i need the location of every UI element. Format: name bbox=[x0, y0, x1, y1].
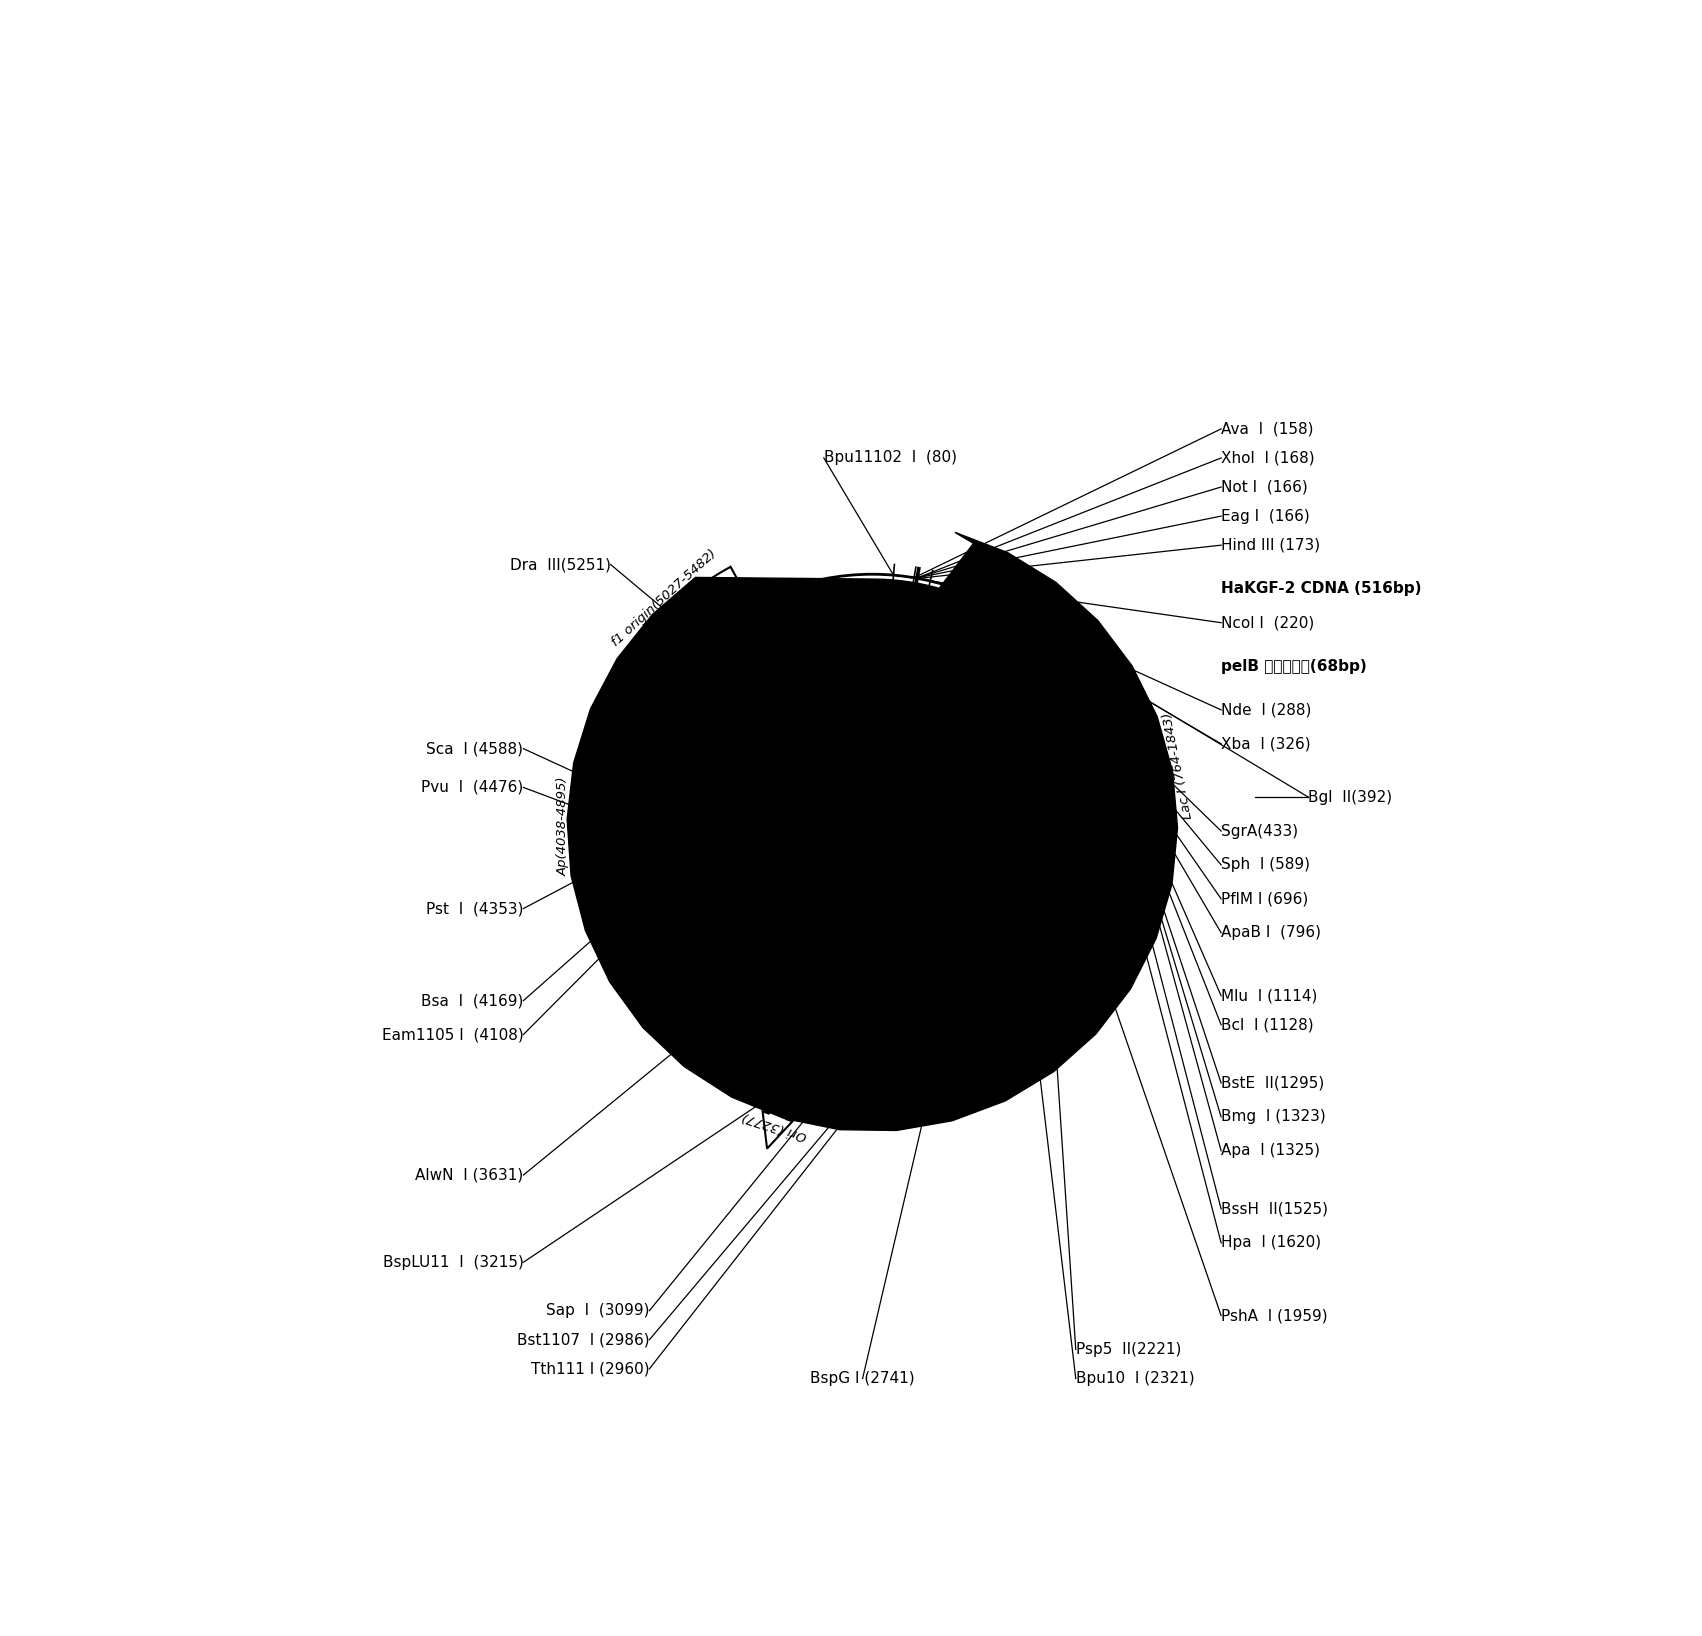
Text: Bgl  II(392): Bgl II(392) bbox=[1309, 790, 1392, 805]
Polygon shape bbox=[577, 697, 635, 955]
Text: AlwN  I (3631): AlwN I (3631) bbox=[415, 1168, 524, 1183]
Text: BstE  II(1295): BstE II(1295) bbox=[1220, 1075, 1324, 1091]
Text: Hpa  I (1620): Hpa I (1620) bbox=[1220, 1235, 1321, 1250]
Text: Sap  I  (3099): Sap I (3099) bbox=[546, 1304, 650, 1319]
Text: Tth111 I (2960): Tth111 I (2960) bbox=[531, 1361, 650, 1376]
Text: Eam1105 I  (4108): Eam1105 I (4108) bbox=[381, 1027, 524, 1042]
Text: Not I  (166): Not I (166) bbox=[1220, 479, 1307, 494]
Text: Ap(4038-4895): Ap(4038-4895) bbox=[557, 777, 570, 877]
Polygon shape bbox=[762, 1067, 802, 1148]
Text: Bmg  I (1323): Bmg I (1323) bbox=[1220, 1109, 1326, 1124]
Text: Lac I (764-1843): Lac I (764-1843) bbox=[1161, 712, 1195, 820]
Text: ApaB I  (796): ApaB I (796) bbox=[1220, 926, 1321, 941]
Text: Hind III (173): Hind III (173) bbox=[1220, 538, 1321, 553]
Text: Bpu10  I (2321): Bpu10 I (2321) bbox=[1076, 1371, 1195, 1386]
Text: Pst  I  (4353): Pst I (4353) bbox=[426, 901, 524, 916]
Text: BspG I (2741): BspG I (2741) bbox=[810, 1371, 916, 1386]
Text: Ori (3277): Ori (3277) bbox=[740, 1109, 808, 1142]
Text: pelB 分泌信号态(68bp): pelB 分泌信号态(68bp) bbox=[1220, 659, 1367, 674]
Text: Dra  III(5251): Dra III(5251) bbox=[509, 556, 611, 573]
Polygon shape bbox=[567, 532, 1178, 1130]
Text: Psp5  II(2221): Psp5 II(2221) bbox=[1076, 1342, 1181, 1356]
Polygon shape bbox=[1062, 622, 1168, 934]
Text: HaKGF-2 CDNA (516bp): HaKGF-2 CDNA (516bp) bbox=[1220, 581, 1421, 596]
Text: Bsa  I  (4169): Bsa I (4169) bbox=[420, 993, 524, 1008]
Text: Eag I  (166): Eag I (166) bbox=[1220, 509, 1311, 524]
Text: Ava  I  (158): Ava I (158) bbox=[1220, 422, 1314, 437]
Text: Sph  I (589): Sph I (589) bbox=[1220, 857, 1311, 872]
Text: f1 origin(5027-5482): f1 origin(5027-5482) bbox=[609, 546, 718, 649]
Text: Mlu  I (1114): Mlu I (1114) bbox=[1220, 988, 1317, 1003]
Text: Bcl  I (1128): Bcl I (1128) bbox=[1220, 1018, 1314, 1032]
Text: BssH  II(1525): BssH II(1525) bbox=[1220, 1201, 1328, 1217]
Text: Xhol  I (168): Xhol I (168) bbox=[1220, 450, 1314, 466]
Text: Pvu  I  (4476): Pvu I (4476) bbox=[420, 780, 524, 795]
Text: pET-22b(+)-haKGF-2: pET-22b(+)-haKGF-2 bbox=[754, 782, 991, 802]
Text: Nde  I (288): Nde I (288) bbox=[1220, 702, 1312, 718]
Text: BspLU11  I  (3215): BspLU11 I (3215) bbox=[383, 1255, 524, 1270]
Text: PshA  I (1959): PshA I (1959) bbox=[1220, 1309, 1328, 1324]
Text: Sca  I (4588): Sca I (4588) bbox=[427, 741, 524, 756]
Text: Apa  I (1325): Apa I (1325) bbox=[1220, 1144, 1321, 1158]
Text: Ncol I  (220): Ncol I (220) bbox=[1220, 615, 1314, 630]
Polygon shape bbox=[626, 566, 745, 679]
Text: Xba  I (326): Xba I (326) bbox=[1220, 736, 1311, 751]
Text: Bst1107  I (2986): Bst1107 I (2986) bbox=[517, 1332, 650, 1348]
Text: PflM I (696): PflM I (696) bbox=[1220, 892, 1309, 906]
Text: Bpu11102  I  (80): Bpu11102 I (80) bbox=[824, 450, 957, 466]
Text: (5956bp): (5956bp) bbox=[831, 846, 914, 864]
Text: SgrA(433): SgrA(433) bbox=[1220, 823, 1299, 839]
